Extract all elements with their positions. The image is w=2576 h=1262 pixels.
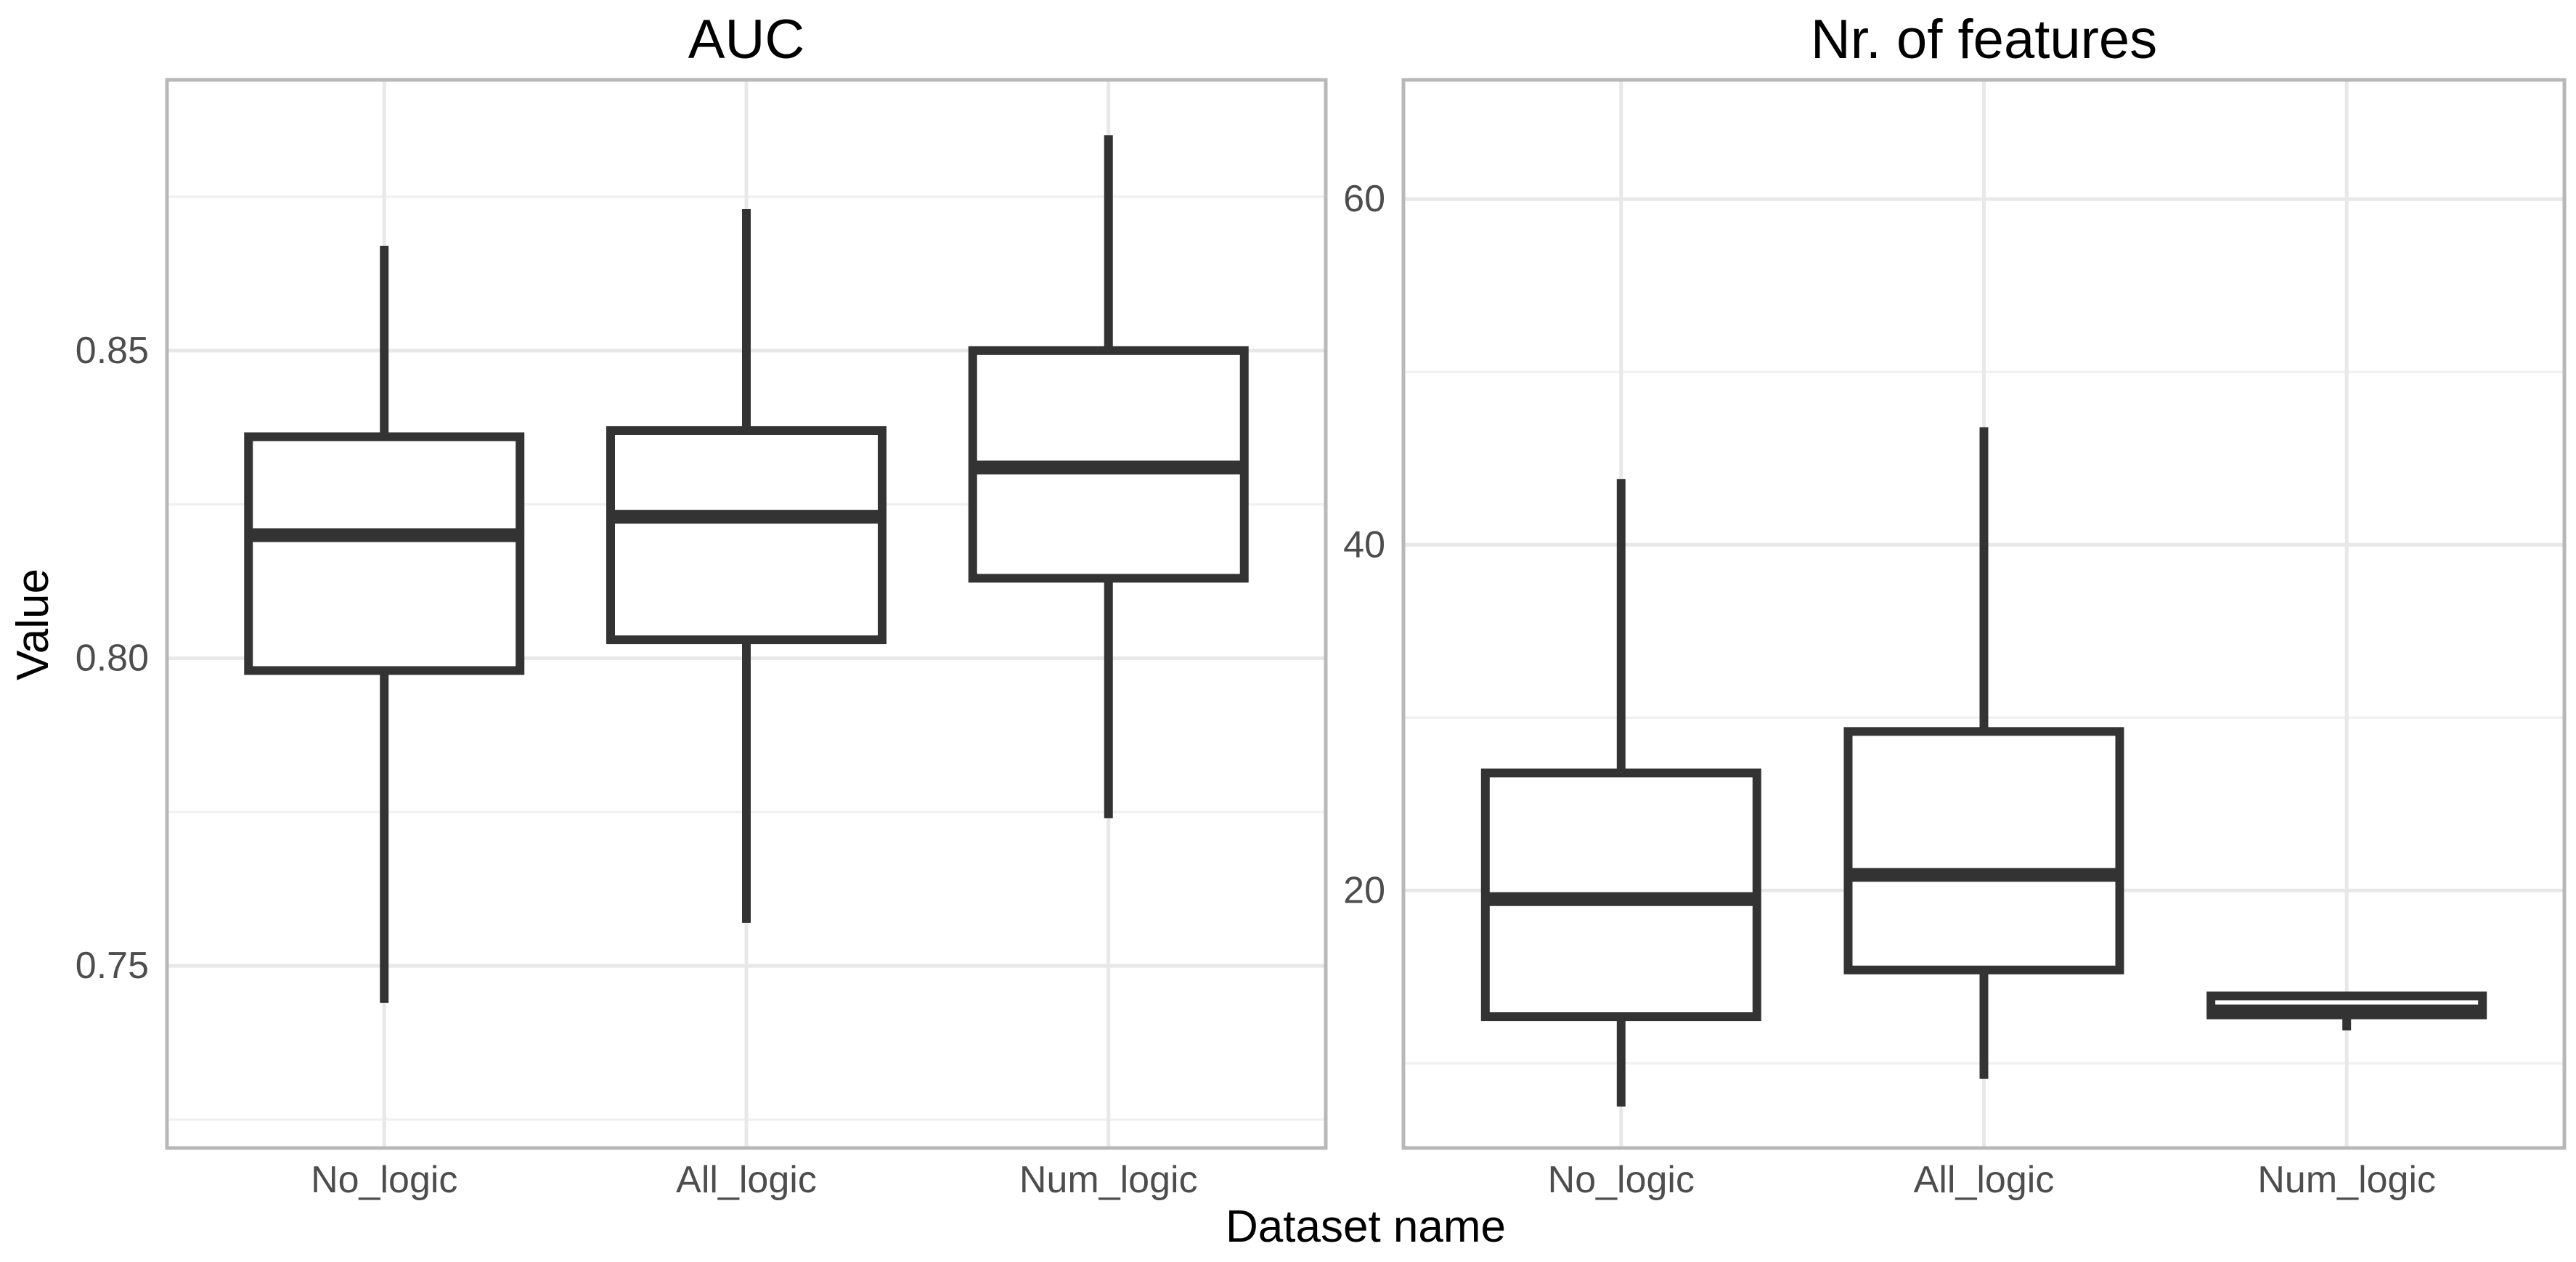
boxplot-box xyxy=(1843,727,2124,974)
x-tick-label: No_logic xyxy=(1548,1159,1695,1201)
y-tick-label: 0.75 xyxy=(76,945,149,987)
x-tick-label: All_logic xyxy=(1914,1159,2055,1201)
x-tick-label: All_logic xyxy=(676,1159,817,1201)
x-tick-label: Num_logic xyxy=(1019,1159,1198,1201)
y-tick-label: 20 xyxy=(1343,869,1385,911)
y-tick-label: 0.85 xyxy=(76,330,149,372)
y-tick-label: 0.80 xyxy=(76,638,149,680)
boxplot-box xyxy=(244,432,525,675)
x-tick-label: No_logic xyxy=(311,1159,457,1201)
y-tick-label: 40 xyxy=(1343,524,1385,566)
y-tick-label: 60 xyxy=(1343,178,1385,220)
panel-border xyxy=(165,78,1328,1150)
x-tick-label: Num_logic xyxy=(2257,1159,2436,1201)
boxplot-box xyxy=(606,426,886,645)
x-axis-label: Dataset name xyxy=(1226,1202,1506,1252)
y-axis-label: Value xyxy=(8,569,58,680)
panel-title-features: Nr. of features xyxy=(1810,9,2158,70)
panel-border xyxy=(1401,78,2567,1150)
panel-title-auc: AUC xyxy=(688,9,805,70)
